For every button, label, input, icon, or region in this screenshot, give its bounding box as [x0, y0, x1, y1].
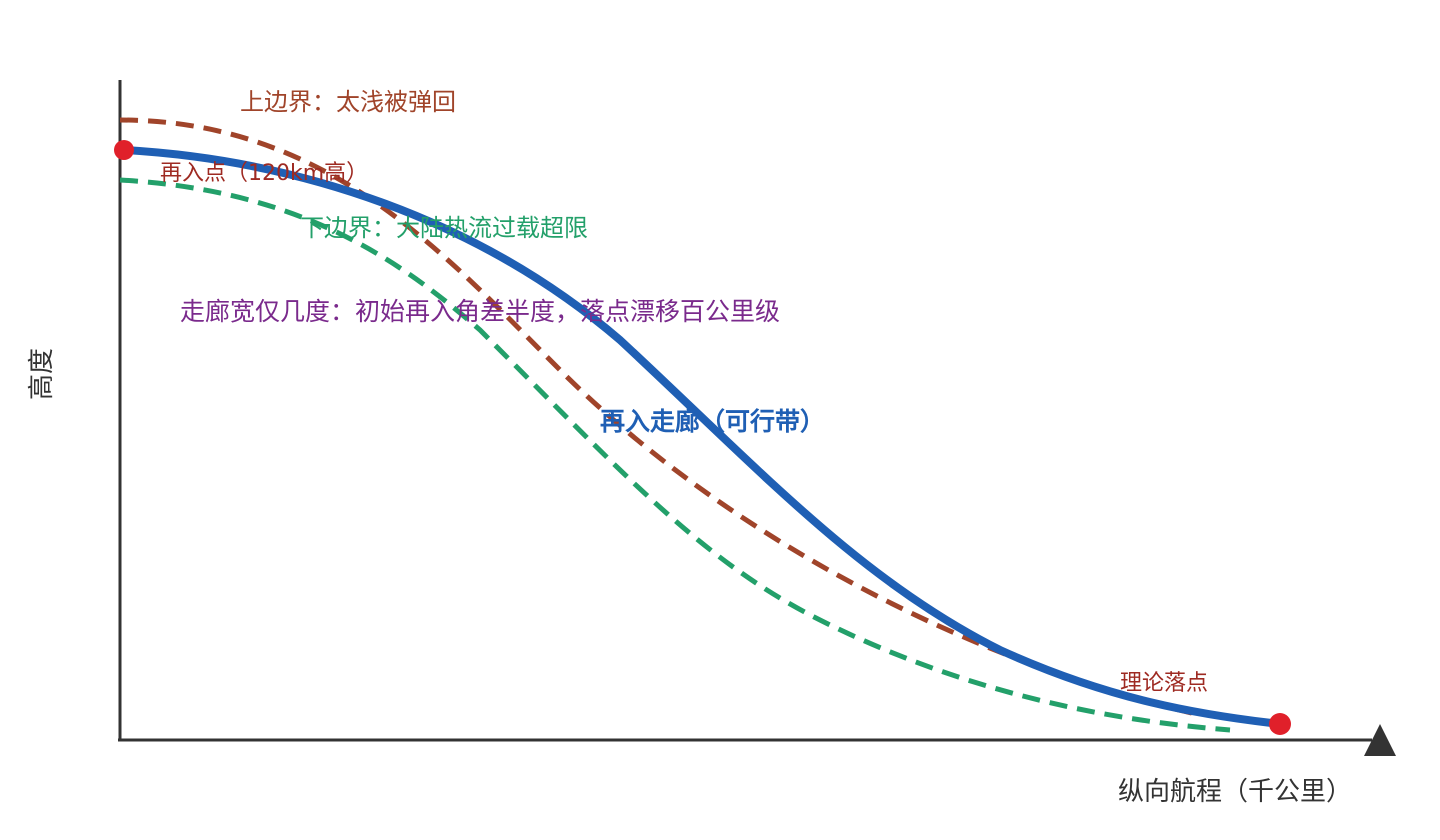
upper-boundary-curve	[119, 117, 1201, 718]
entry-point-marker	[114, 140, 134, 160]
x-axis-arrow-icon	[1364, 724, 1396, 756]
lower-boundary-label: 下边界：大陆热流过载超限	[300, 214, 588, 242]
entry-point-label: 再入点（120km高）	[160, 161, 368, 186]
lower-boundary-curve	[119, 177, 1231, 733]
corridor-width-annotation: 走廊宽仅几度：初始再入角差半度，落点漂移百公里级	[180, 297, 780, 326]
y-axis-label: 高度	[27, 348, 57, 400]
x-axis-label: 纵向航程（千公里）	[1118, 777, 1352, 807]
corridor-label: 再入走廊（可行带）	[600, 407, 825, 436]
landing-point-label: 理论落点	[1120, 671, 1208, 696]
corridor-curve	[120, 146, 1284, 728]
upper-boundary-label: 上边界：太浅被弹回	[240, 88, 456, 116]
landing-point-marker	[1269, 713, 1291, 735]
